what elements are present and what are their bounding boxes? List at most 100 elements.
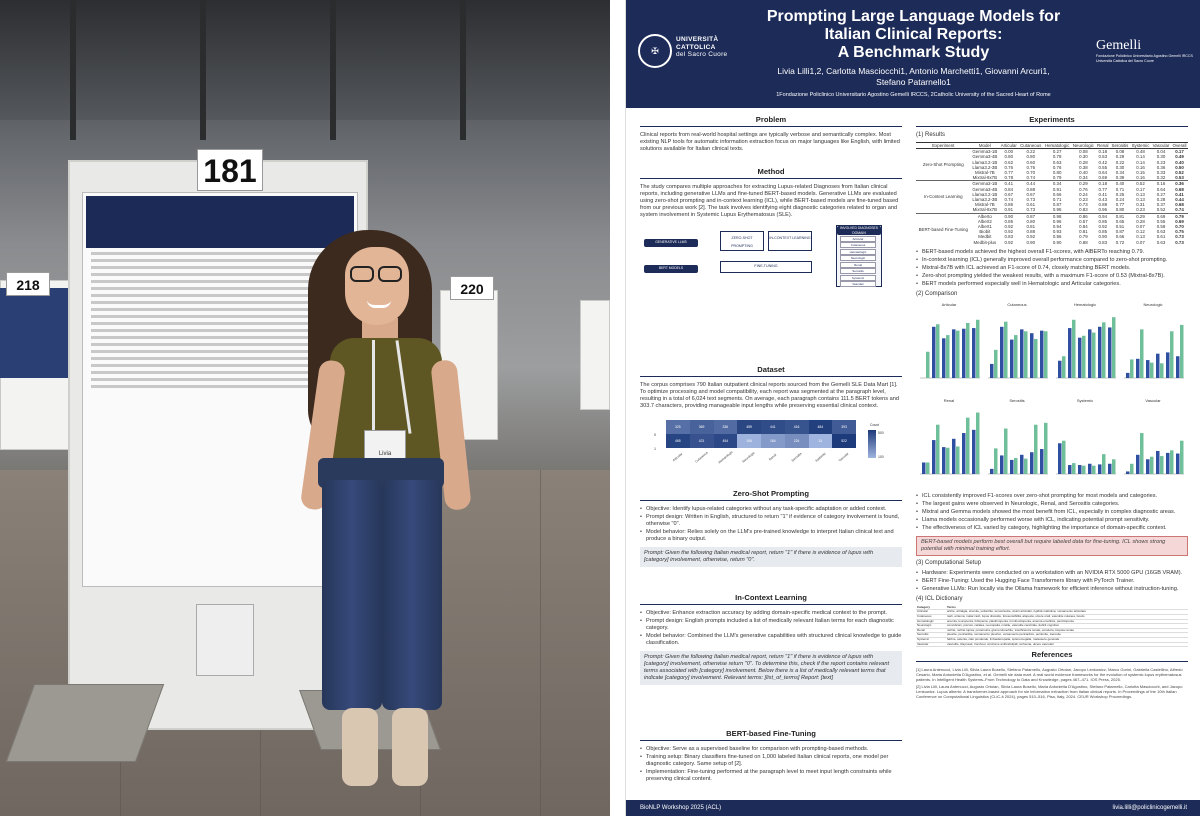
mini-chart-title: Serositis xyxy=(1009,397,1025,403)
table-row: Cutaneous rash, eritema, malar rash, lupu… xyxy=(916,614,1188,620)
bar xyxy=(1034,338,1038,378)
table-cell: 0.69 xyxy=(1098,175,1108,181)
heatmap-cell: 522 xyxy=(832,434,856,448)
section-text: The corpus comprises 790 Italian outpati… xyxy=(640,382,899,409)
table-row: Mistral-7B 0.77 0.70 0.80 0.40 0.64 0.34 0.15 0.… xyxy=(916,170,1188,175)
heatmap-cell: 421 xyxy=(689,434,714,448)
table-cell: 0.61 xyxy=(1026,202,1036,208)
subsection-heading: (4) ICL Dictionary xyxy=(916,595,963,602)
reference-item: [1] Laura Antenucci, Livia Lilli, Silvia… xyxy=(916,667,1183,683)
section-heading: In-Context Learning xyxy=(640,594,902,605)
table-header: Neurologic xyxy=(1071,141,1096,150)
bar xyxy=(936,324,940,378)
table-cell: Albert1 xyxy=(977,224,992,230)
bar xyxy=(1108,463,1112,474)
table-cell: 0.92 xyxy=(1098,224,1108,230)
table-cell: 0.94 xyxy=(1052,224,1062,230)
bar xyxy=(966,417,970,474)
bar xyxy=(1098,464,1102,474)
table-cell: 0.25 xyxy=(1115,191,1125,197)
bar xyxy=(1130,359,1134,378)
bar xyxy=(932,439,936,474)
heatmap-cell: 465 xyxy=(666,434,690,448)
comparison-charts: Articular Cutaneous Hematologic Neurologic R… xyxy=(916,301,1188,493)
bar xyxy=(1004,321,1008,378)
table-cell: 0.62 xyxy=(1004,159,1014,165)
diagram-box: FINE-TUNING xyxy=(720,261,812,273)
table-cell: febbre, astenia, calo ponderale, linfoad… xyxy=(946,637,1188,643)
table-cell: 0.70 xyxy=(1026,170,1036,176)
bar xyxy=(1078,464,1082,474)
bullet: Llama models occasionally performed wors… xyxy=(916,517,1188,524)
method-section: Method The study compares multiple appro… xyxy=(640,168,902,289)
table-cell: Neurologic xyxy=(916,624,946,629)
bar xyxy=(1044,331,1048,378)
mini-chart-title: Vascular xyxy=(1145,397,1161,403)
neighbor-poster-board xyxy=(580,300,610,410)
legend-max: 500 xyxy=(878,431,884,435)
table-row: BERT-based Fine-Tuning Alberto 0.90 0.87 0.9… xyxy=(916,212,1188,245)
table-cell: 0.22 xyxy=(1018,148,1044,155)
bar xyxy=(1030,452,1034,474)
bar xyxy=(1140,432,1144,474)
table-cell: 0.33 xyxy=(1156,170,1166,176)
table-cell: Hematologic xyxy=(916,619,946,625)
bar xyxy=(1020,454,1024,474)
bullet: Hardware: Experiments were conducted on … xyxy=(916,570,1188,577)
table-cell: Terms xyxy=(946,605,1188,611)
table-cell: 0.92 xyxy=(1004,229,1014,235)
count-heatmap: 325 369 336 459 441 416 484 393 465 421 454 106 184 2… xyxy=(666,420,856,448)
section-text: The study compares multiple approaches f… xyxy=(640,184,899,218)
heatmap-cell: 325 xyxy=(666,420,690,434)
table-cell: 0.96 xyxy=(1052,218,1062,224)
table-cell: 0.00 xyxy=(999,148,1019,155)
experiments-section: Experiments (1) Results Experiment Model A… xyxy=(916,116,1188,701)
bar xyxy=(966,322,970,378)
heatmap-row-label: 1 xyxy=(654,447,656,451)
table-cell: 0.53 xyxy=(1098,154,1108,160)
table-cell: 0.69 xyxy=(1151,212,1171,219)
table-cell: 0.13 xyxy=(1136,191,1145,197)
ceiling-beam xyxy=(200,0,206,140)
bar xyxy=(1150,456,1154,474)
bullet: Generative LLMs: Run locally via the Oll… xyxy=(916,586,1188,593)
table-cell: 0.41 xyxy=(1098,191,1108,197)
table-cell: 0.90 xyxy=(1026,239,1036,245)
table-cell: 0.78 xyxy=(1052,154,1062,160)
mini-chart-plot xyxy=(1124,324,1184,379)
poster-footer: BioNLP Workshop 2025 (ACL) livia.lilli@p… xyxy=(626,800,1200,816)
table-cell: 0.96 xyxy=(1052,234,1062,240)
table-cell: 0.87 xyxy=(1115,229,1125,235)
table-cell: 0.95 xyxy=(1052,207,1062,213)
bullet: Mixtral-8x7B with ICL achieved an F1-sco… xyxy=(916,265,1188,272)
mini-chart-plot xyxy=(920,412,980,475)
table-row: Mixtral-8x7B 0.91 0.73 0.95 0.83 0.96 0.80 0.23… xyxy=(916,207,1188,213)
table-cell: 0.77 xyxy=(1004,170,1014,176)
table-cell: 0.37 xyxy=(1156,202,1166,208)
diagram-box: ZERO-SHOT PROMPTING xyxy=(720,231,764,251)
table-cell: 0.81 xyxy=(1026,224,1036,230)
table-cell: 0.87 xyxy=(1052,202,1062,208)
table-cell: 0.43 xyxy=(1098,197,1108,203)
table-cell: 0.91 xyxy=(1052,186,1062,192)
table-row: Albert2 0.85 0.80 0.96 0.57 0.85 0.65 0.28 0.55 0… xyxy=(916,219,1188,224)
bar xyxy=(1126,471,1130,474)
mini-chart-title: Renal xyxy=(943,397,955,403)
table-cell: 0.67 xyxy=(1026,191,1036,197)
heatmap-cell: 441 xyxy=(761,420,785,434)
table-cell: 0.79 xyxy=(1052,175,1062,181)
references: [1] Laura Antenucci, Livia Lilli, Silvia… xyxy=(916,667,1188,699)
person-face xyxy=(345,247,409,325)
table-cell: 0.12 xyxy=(1136,229,1145,235)
table-cell: artrite, artralgia, sinovite, poliartrit… xyxy=(946,610,1188,616)
bar xyxy=(952,438,956,474)
table-header: Systemic xyxy=(1129,141,1152,150)
table-cell: 0.51 xyxy=(1115,224,1125,230)
section-heading: BERT-based Fine-Tuning xyxy=(640,730,902,741)
table-cell: 0.17 xyxy=(1170,148,1188,155)
logo-text: Fondazione Policlinico Universitario Ago… xyxy=(1096,54,1193,58)
table-row: Biobit 0.92 0.88 0.93 0.81 0.85 0.87 0.12 0.63 0.… xyxy=(916,229,1188,234)
mini-chart: Cutaneous xyxy=(984,301,1050,379)
person-leg xyxy=(382,480,442,710)
bar xyxy=(1024,331,1028,378)
